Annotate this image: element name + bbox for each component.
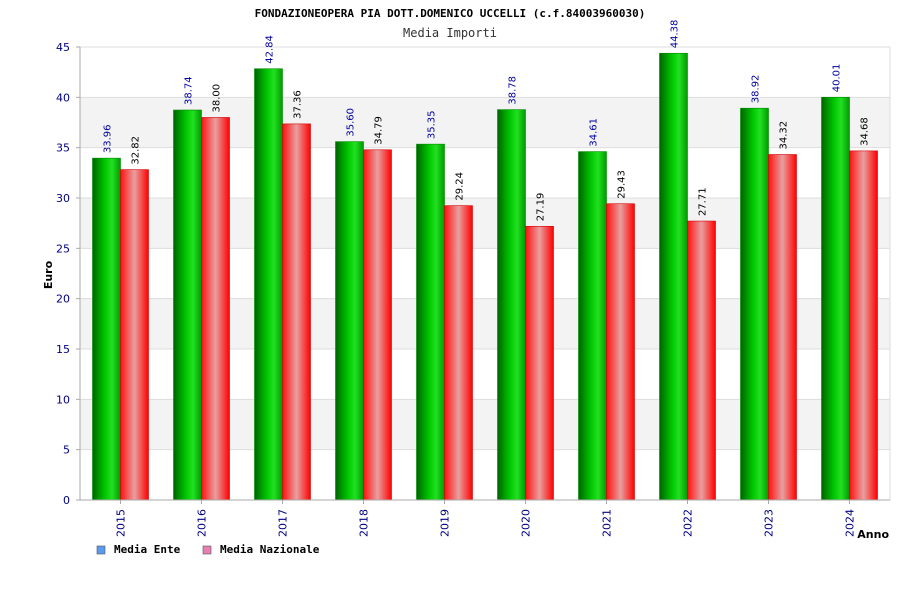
- bar: [173, 109, 202, 501]
- bar: [525, 225, 554, 501]
- plot-band: [80, 47, 890, 98]
- bar: [416, 143, 445, 501]
- data-label: 32.82: [131, 136, 142, 165]
- x-tick-label: 2016: [196, 509, 209, 537]
- x-axis-label: Anno: [857, 528, 889, 541]
- data-label: 29.24: [455, 172, 466, 201]
- data-label: 38.00: [212, 84, 223, 113]
- y-tick-label: 10: [56, 393, 70, 406]
- y-tick-label: 45: [56, 41, 70, 54]
- chart-subtitle: Media Importi: [403, 26, 497, 40]
- bar: [282, 123, 311, 501]
- bar: [444, 205, 473, 501]
- data-label: 34.68: [860, 117, 871, 146]
- legend: Media Ente Media Nazionale: [96, 543, 320, 556]
- bar: [606, 203, 635, 501]
- y-axis-label: Euro: [42, 260, 55, 289]
- x-tick-label: 2015: [115, 509, 128, 537]
- data-label: 40.01: [832, 64, 843, 93]
- x-tick-label: 2020: [520, 509, 533, 537]
- bar: [497, 109, 526, 501]
- bar: [201, 117, 230, 501]
- data-label: 34.79: [374, 116, 385, 145]
- y-tick-label: 35: [56, 142, 70, 155]
- data-label: 29.43: [617, 170, 628, 199]
- data-label: 33.96: [103, 124, 114, 153]
- bar: [687, 220, 716, 501]
- axes: [79, 47, 890, 501]
- legend-label: Media Ente: [114, 543, 181, 556]
- legend-label: Media Nazionale: [220, 543, 320, 556]
- legend-swatch: [96, 545, 106, 555]
- bar: [363, 149, 392, 501]
- bar: [120, 169, 149, 501]
- bar: [335, 141, 364, 501]
- data-label: 27.19: [536, 193, 547, 222]
- y-tick-label: 20: [56, 293, 70, 306]
- y-tick-label: 30: [56, 192, 70, 205]
- bar: [92, 157, 121, 501]
- data-label: 38.78: [508, 76, 519, 105]
- data-label: 35.60: [346, 108, 357, 137]
- bar: [254, 68, 283, 501]
- data-label: 38.74: [184, 76, 195, 105]
- x-tick-label: 2017: [277, 509, 290, 537]
- y-tick-label: 40: [56, 91, 70, 104]
- data-label: 35.35: [427, 111, 438, 140]
- x-tick-label: 2019: [439, 509, 452, 537]
- chart-title: FONDAZIONEOPERA PIA DOTT.DOMENICO UCCELL…: [255, 7, 646, 20]
- data-label: 27.71: [698, 187, 709, 216]
- bar: [768, 154, 797, 501]
- data-label: 42.84: [265, 35, 276, 64]
- x-tick-label: 2023: [763, 509, 776, 537]
- value-labels: 33.96 32.82 38.74 38.00 42.84 37.36 35.60 34.79…: [103, 20, 871, 222]
- data-label: 37.36: [293, 90, 304, 119]
- bar: [578, 151, 607, 501]
- x-tick-labels: 2015 2016 2017 2018 2019 2020 2021 2022 2023 2024: [115, 500, 857, 537]
- data-label: 34.32: [779, 121, 790, 150]
- data-label: 38.92: [751, 75, 762, 104]
- y-tick-label: 5: [63, 444, 70, 457]
- legend-swatch: [202, 545, 212, 555]
- x-tick-label: 2018: [358, 509, 371, 537]
- y-tick-label: 15: [56, 343, 70, 356]
- bar: [740, 107, 769, 501]
- x-tick-label: 2024: [844, 509, 857, 537]
- y-tick-label: 0: [63, 494, 70, 507]
- bar: [659, 52, 688, 501]
- data-label: 44.38: [670, 20, 681, 49]
- bars: [92, 52, 878, 501]
- y-tick-labels: 0 5 10 15 20 25 30 35 40 45: [56, 41, 80, 507]
- bar: [821, 96, 850, 501]
- x-tick-label: 2022: [682, 509, 695, 537]
- bar: [849, 150, 878, 501]
- data-label: 34.61: [589, 118, 600, 147]
- y-tick-label: 25: [56, 242, 70, 255]
- x-tick-label: 2021: [601, 509, 614, 537]
